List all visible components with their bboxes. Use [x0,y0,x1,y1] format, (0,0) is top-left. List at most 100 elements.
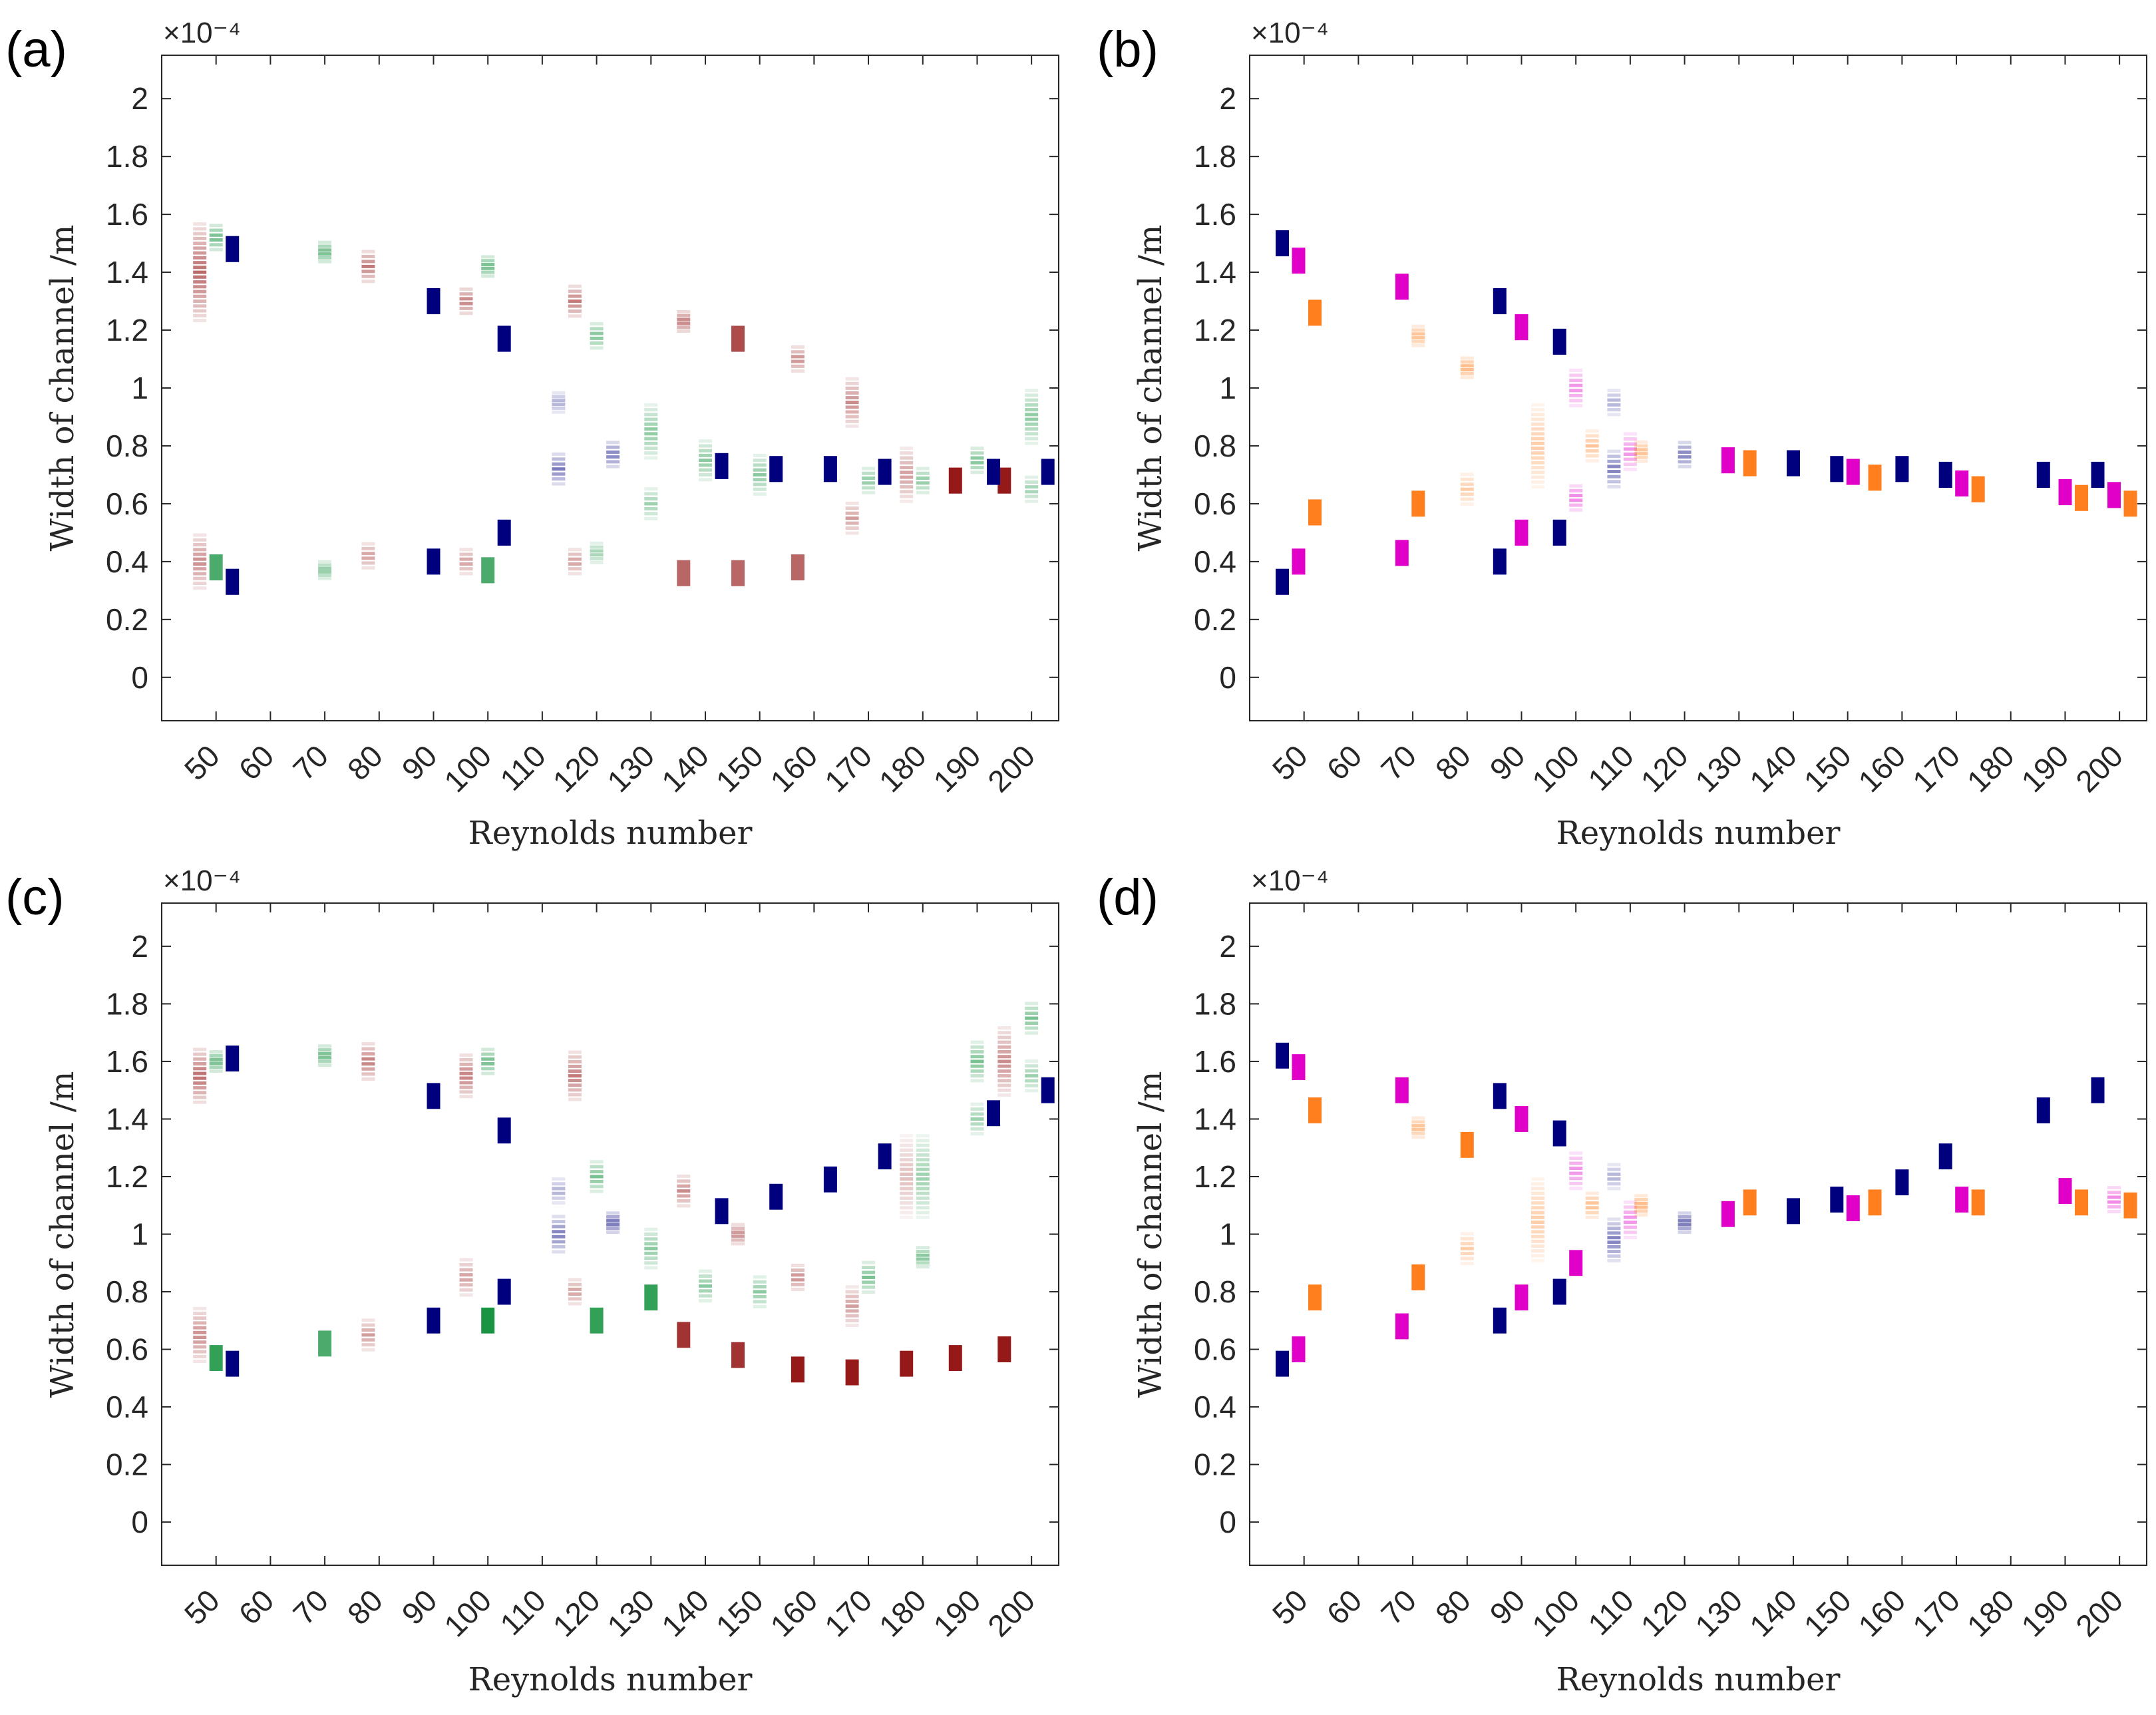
data-mark-red [568,289,582,293]
data-mark-green [916,1246,930,1250]
data-mark-orange [1460,1232,1474,1236]
data-mark-magenta [1623,1215,1637,1219]
data-mark-red [459,292,473,296]
y-tick-label: 1 [131,371,148,405]
data-mark-orange [1531,1258,1544,1262]
data-mark-green [481,1067,495,1071]
data-mark-magenta [1292,1336,1306,1362]
data-mark-green [590,1185,604,1189]
data-mark-green [209,238,223,242]
data-mark-blue [552,1235,566,1239]
data-mark-green [916,1182,930,1186]
data-mark-green [590,1170,604,1174]
data-mark-red [791,355,805,359]
data-mark-green [699,439,712,443]
data-mark-red [791,359,805,363]
data-mark-red [568,1292,582,1296]
data-mark-red [193,557,207,561]
data-mark-red [845,381,859,385]
data-mark-red [361,1348,375,1352]
data-mark-green [1025,408,1039,412]
data-mark-blue [552,482,566,486]
data-mark-red [361,1067,375,1071]
data-mark-green [916,1158,930,1162]
data-mark-orange [1531,1244,1544,1248]
data-mark-blue [552,399,566,403]
data-mark-green [590,346,604,350]
data-mark-magenta [1955,470,1969,496]
data-mark-blue [715,453,729,479]
data-mark-green [318,248,332,252]
data-mark-orange [1460,1246,1474,1250]
data-mark-blue [606,1211,620,1215]
data-mark-blue [769,1183,783,1210]
y-tick-label: 0.6 [1194,486,1236,521]
y-tick-label: 2 [131,929,148,964]
data-mark-red [193,270,207,274]
data-mark-red [948,467,962,494]
data-mark-blue [606,460,620,464]
data-mark-magenta [2107,1205,2121,1209]
data-mark-green [862,1280,876,1284]
data-mark-green [590,322,604,326]
y-axis-title: Width of channel /m [44,1071,81,1398]
data-mark-blue [552,457,566,461]
y-exponent-label: ×10⁻⁴ [1251,17,1329,49]
data-mark-orange [1460,482,1474,486]
data-mark-green [1025,417,1039,421]
data-mark-red [900,480,914,484]
data-mark-magenta [1569,368,1583,372]
data-mark-orange [1411,1120,1425,1124]
data-mark-red [791,345,805,349]
data-mark-red [193,1321,207,1325]
data-mark-red [361,1072,375,1076]
data-mark-red [568,557,582,561]
data-mark-red [459,562,473,566]
data-mark-magenta [1515,519,1528,546]
data-mark-red [845,521,859,525]
y-tick-label: 1.6 [1194,1044,1236,1079]
data-mark-orange [1531,417,1544,421]
data-mark-magenta [1721,447,1735,474]
data-mark-orange [1531,413,1544,417]
data-mark-blue [1678,455,1692,459]
y-tick-label: 0.4 [1194,544,1236,579]
data-mark-blue [1678,1219,1692,1223]
data-mark-magenta [1569,1181,1583,1185]
data-mark-magenta [2107,1210,2121,1214]
data-mark-orange [1531,1215,1544,1219]
data-mark-orange [1411,490,1425,517]
data-mark-red [193,251,207,255]
data-mark-red [677,313,691,317]
data-mark-red [845,1359,859,1386]
data-mark-red [459,1053,473,1057]
data-mark-magenta [2107,1191,2121,1195]
data-mark-red [459,311,473,315]
data-mark-red [459,1273,473,1277]
data-mark-green [916,481,930,485]
data-mark-orange [1531,427,1544,431]
data-mark-blue [823,456,837,482]
y-tick-label: 1.4 [106,1101,148,1136]
data-mark-blue [1830,1187,1844,1213]
data-mark-red [845,419,859,423]
data-mark-magenta [2058,479,2072,506]
data-mark-orange [1460,360,1474,364]
data-mark-red [845,391,859,395]
data-mark-blue [1678,1211,1692,1215]
data-mark-red [731,1242,745,1246]
data-mark-orange [1531,1221,1544,1224]
data-mark-orange [1531,471,1544,475]
data-mark-red [791,1282,805,1286]
data-mark-blue [1607,1182,1621,1186]
data-mark-orange [1634,1201,1648,1205]
data-mark-green [1025,1031,1039,1035]
data-mark-blue [552,1191,566,1195]
data-mark-magenta [1395,1077,1409,1103]
x-axis-title: Reynolds number [468,1661,753,1698]
data-mark-red [193,533,207,537]
data-mark-red [791,364,805,368]
data-mark-orange [1743,450,1757,476]
data-mark-green [590,1179,604,1183]
data-mark-blue [1895,1169,1909,1196]
